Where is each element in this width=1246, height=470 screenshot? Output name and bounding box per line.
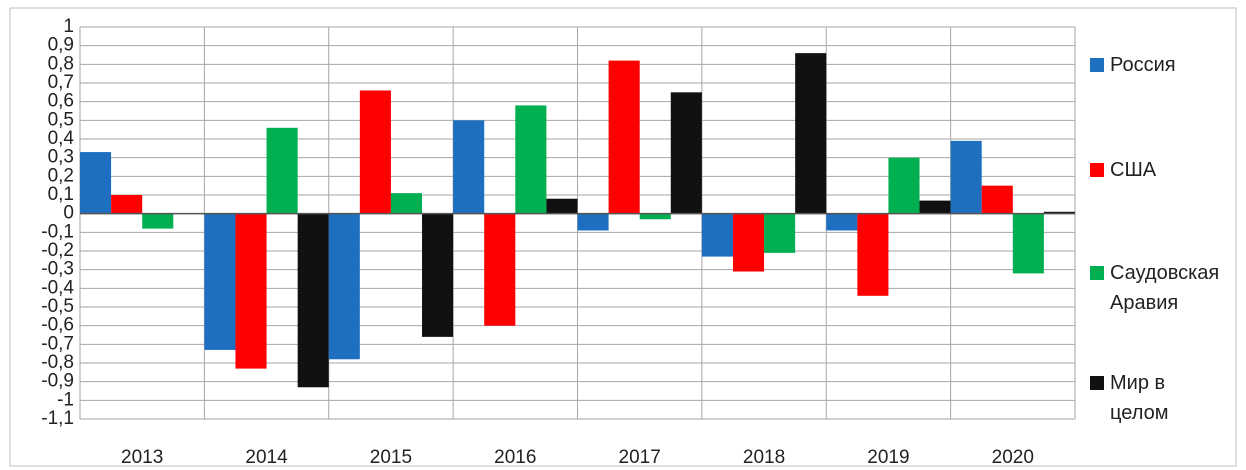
bar xyxy=(453,120,485,214)
y-tick-label: 0,6 xyxy=(48,91,74,112)
legend-label: США xyxy=(1110,159,1157,181)
y-tick-label: -0,7 xyxy=(41,333,74,354)
legend-item: Мир в целом xyxy=(1090,368,1180,428)
legend-label: Россия xyxy=(1110,54,1176,76)
bar xyxy=(857,213,889,296)
legend-item: США xyxy=(1090,155,1156,185)
bar xyxy=(266,127,298,214)
x-tick-label: 2016 xyxy=(494,447,536,468)
bar xyxy=(826,213,858,231)
y-tick-label: 0,9 xyxy=(48,35,74,56)
bar xyxy=(328,213,360,360)
y-tick-label: -0,3 xyxy=(41,259,74,280)
y-tick-label: 0,4 xyxy=(48,128,75,149)
legend-label: Мир в целом xyxy=(1110,372,1169,424)
y-tick-label: -0,5 xyxy=(41,296,74,317)
legend-swatch xyxy=(1090,163,1104,177)
bar xyxy=(950,140,982,214)
y-tick-label: 1 xyxy=(63,16,74,37)
bar xyxy=(484,213,516,326)
bar xyxy=(111,195,143,214)
bar xyxy=(235,213,267,369)
bar xyxy=(359,90,391,214)
y-tick-label: 0,7 xyxy=(48,72,74,93)
y-tick-label: -0,1 xyxy=(41,221,74,242)
x-tick-label: 2018 xyxy=(743,447,785,468)
x-tick-label: 2020 xyxy=(992,447,1034,468)
y-tick-label: -1 xyxy=(57,389,74,410)
y-tick-label: -0,2 xyxy=(41,240,74,261)
legend-swatch xyxy=(1090,376,1104,390)
bar xyxy=(422,213,454,337)
bar xyxy=(639,213,671,220)
y-tick-label: 0,8 xyxy=(48,53,74,74)
bar xyxy=(670,92,702,214)
bar xyxy=(795,53,827,214)
x-tick-label: 2015 xyxy=(370,447,412,468)
legend-label: Саудовская Аравия xyxy=(1110,262,1220,314)
legend-swatch xyxy=(1090,266,1104,280)
y-tick-label: -0,8 xyxy=(41,352,74,373)
y-tick-label: 0,5 xyxy=(48,109,74,130)
bar xyxy=(981,185,1013,214)
y-tick-label: 0,2 xyxy=(48,165,74,186)
bar xyxy=(732,213,765,272)
bar xyxy=(701,213,733,257)
bar xyxy=(80,152,112,214)
x-tick-label: 2014 xyxy=(245,447,288,468)
x-tick-label: 2019 xyxy=(867,447,909,468)
legend-item: Россия xyxy=(1090,50,1176,80)
bar xyxy=(608,60,640,214)
x-tick-label: 2017 xyxy=(619,447,661,468)
legend-swatch xyxy=(1090,58,1104,72)
frame xyxy=(9,7,1237,467)
bar xyxy=(919,200,951,214)
bar xyxy=(204,213,236,350)
bar xyxy=(1012,213,1044,274)
y-tick-label: 0,1 xyxy=(48,184,74,205)
bar xyxy=(764,213,796,253)
legend-item: Саудовская Аравия xyxy=(1090,258,1240,318)
bar xyxy=(1043,211,1075,214)
y-tick-label: 0,3 xyxy=(48,147,74,168)
bar xyxy=(297,213,329,388)
y-tick-label: 0 xyxy=(63,203,74,224)
bar xyxy=(515,105,547,214)
y-tick-label: -0,6 xyxy=(41,315,74,336)
bar xyxy=(142,213,174,229)
bar xyxy=(546,198,578,214)
bar xyxy=(577,213,609,231)
bar xyxy=(390,193,423,214)
x-tick-label: 2013 xyxy=(121,447,163,468)
y-tick-label: -1,1 xyxy=(41,408,74,429)
y-tick-label: -0,4 xyxy=(41,277,74,298)
bar xyxy=(888,157,920,214)
y-tick-label: -0,9 xyxy=(41,371,74,392)
